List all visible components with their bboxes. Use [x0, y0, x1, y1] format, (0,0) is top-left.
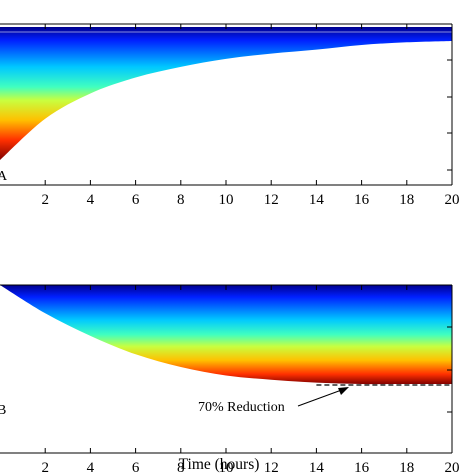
x-tick-label: 18: [399, 192, 414, 208]
x-tick-label: 16: [354, 192, 370, 208]
x-tick-label: 18: [399, 460, 414, 474]
x-tick-label: 12: [264, 192, 279, 208]
x-tick-label: 6: [132, 460, 140, 474]
x-tick-label: 4: [87, 460, 95, 474]
x-tick-label: 12: [264, 460, 279, 474]
annotation-arrowhead: [338, 387, 349, 395]
panel-label: B: [0, 403, 6, 418]
x-tick-label: 16: [354, 460, 370, 474]
panel-a: 2 4 6 8 10 12 14 16 18 20 A: [0, 23, 460, 208]
annotation-text: 70% Reduction: [198, 400, 285, 415]
x-tick-label: 20: [445, 460, 460, 474]
x-tick-label: 10: [219, 192, 234, 208]
x-tick-label: 4: [87, 192, 95, 208]
x-tick-label: 14: [309, 460, 325, 474]
x-tick-label: 8: [177, 192, 185, 208]
x-tick-label: 10: [219, 460, 234, 474]
x-tick-label: 2: [41, 192, 49, 208]
band-area-b: [0, 285, 452, 385]
panel-b: 70% Reduction 2 4 6 8 10 12 14 16 18 20 B: [0, 284, 460, 474]
x-tick-label: 14: [309, 192, 325, 208]
x-tick-label: 8: [177, 460, 185, 474]
x-tick-label: 2: [41, 460, 49, 474]
x-tick-label: 6: [132, 192, 140, 208]
panel-label: A: [0, 169, 8, 184]
band-area-a: [0, 27, 452, 160]
x-tick-label: 20: [445, 192, 460, 208]
x-axis-label: Time (hours): [179, 456, 260, 473]
annotation-arrow: [297, 387, 348, 407]
